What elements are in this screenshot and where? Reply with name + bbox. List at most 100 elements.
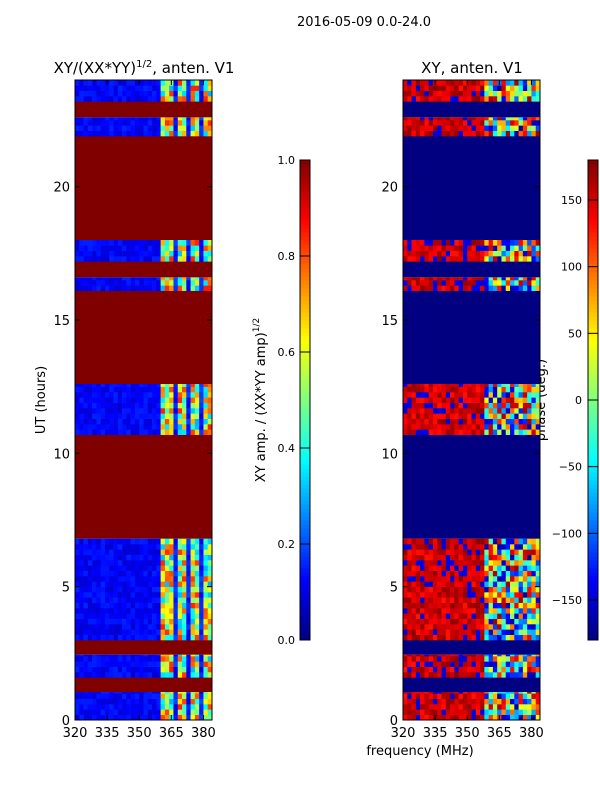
colorbar-segment [300,160,310,165]
heatmap-cell [207,586,213,593]
heatmap-cell [113,624,119,630]
heatmap-cell [501,565,507,571]
heatmap-cell [411,576,417,582]
heatmap-cell [510,397,515,403]
heatmap-cell [156,565,161,571]
heatmap-cell [424,117,429,121]
heatmap-cell [207,666,213,673]
heatmap-cell [445,570,451,577]
heatmap-cell [130,656,136,662]
colorbar-segment [588,204,598,209]
heatmap-cell [454,654,459,657]
heatmap-cell [441,576,447,582]
heatmap-cell [428,654,434,657]
heatmap-cell [403,544,408,550]
heatmap-cell [432,392,438,398]
heatmap-cell [403,418,408,425]
heatmap-cell [432,386,438,393]
heatmap-cell [415,96,421,102]
heatmap-cell [96,654,101,657]
heatmap-cell [454,413,459,419]
heatmap-cell [535,709,541,715]
heatmap-cell [79,117,84,121]
heatmap-cell [92,661,97,667]
heatmap-cell [488,549,494,555]
heatmap-cell [415,397,421,403]
heatmap-cell [203,597,209,603]
heatmap-cell [420,549,425,555]
heatmap-cell [164,634,170,641]
heatmap-cell [415,666,421,673]
heatmap-cell [92,397,97,403]
heatmap-cell [152,424,157,430]
heatmap-cell [173,576,179,582]
heatmap-cell [475,666,481,673]
heatmap-cell [130,538,136,545]
heatmap-cell [420,120,425,126]
heatmap-cell [471,280,477,286]
heatmap-cell [190,581,196,587]
heatmap-cell [501,692,507,694]
heatmap-cell [130,117,136,121]
heatmap-cell [152,117,157,121]
heatmap-cell [424,597,429,603]
heatmap-cell [531,544,537,550]
heatmap-cell [130,120,136,126]
heatmap-cell [169,656,174,662]
heatmap-cell [130,698,136,705]
heatmap-cell [514,250,519,257]
heatmap-cell [437,125,442,131]
heatmap-cell [527,581,532,587]
heatmap-cell [79,256,84,262]
heatmap-cell [156,402,161,409]
heatmap-cell [147,656,153,662]
heatmap-cell [467,624,472,630]
y-tick-label: 5 [390,581,398,596]
heatmap-cell [480,592,485,598]
colorbar-segment [300,252,310,257]
heatmap-cell [437,392,442,398]
heatmap-cell [147,624,153,630]
heatmap-cell [186,285,191,291]
heatmap-cell [186,245,191,251]
heatmap-cell [437,250,442,257]
heatmap-cell [75,597,80,603]
heatmap-cell [518,597,524,603]
heatmap-cell [437,608,442,614]
heatmap-cell [445,280,451,286]
heatmap-cell [203,624,209,630]
heatmap-cell [518,592,524,598]
heatmap-cell [501,397,507,403]
heatmap-cell [100,570,106,577]
colorbar-tick-label: 1.0 [278,154,296,167]
heatmap-cell [83,560,89,566]
heatmap-cell [203,240,209,246]
heatmap-cell [441,709,447,715]
heatmap-cell [527,602,532,609]
heatmap-cell [407,565,412,571]
heatmap-cell [190,96,196,102]
heatmap-cell [122,634,127,641]
heatmap-cell [203,586,209,593]
heatmap-cell [177,280,183,286]
heatmap-cell [467,408,472,414]
heatmap-cell [403,654,408,657]
heatmap-cell [458,613,464,619]
heatmap-cell [186,544,191,550]
heatmap-cell [424,698,429,705]
heatmap-cell [79,384,84,387]
heatmap-cell [177,597,183,603]
heatmap-cell [207,693,213,699]
heatmap-cell [199,570,204,577]
heatmap-cell [182,656,187,662]
heatmap-cell [79,549,84,555]
heatmap-cell [475,285,481,291]
heatmap-cell [522,592,528,598]
y-axis-label: UT (hours) [34,366,49,434]
heatmap-cell [122,608,127,614]
colorbar-segment [588,324,598,329]
heatmap-cell [152,618,157,625]
heatmap-cell [424,408,429,414]
heatmap-cell [164,130,170,137]
heatmap-cell [147,85,153,91]
